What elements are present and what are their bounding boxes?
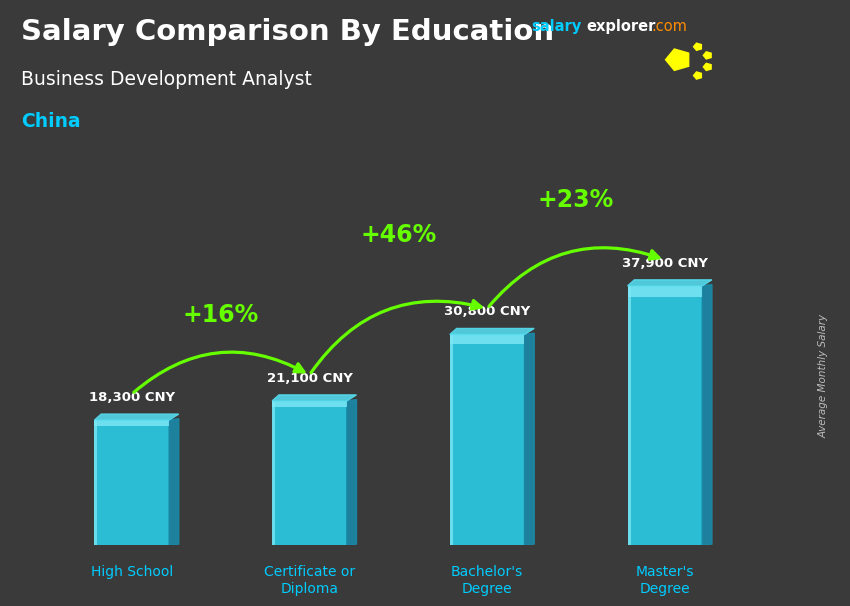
Polygon shape: [347, 399, 356, 545]
Bar: [450, 335, 453, 545]
Polygon shape: [450, 328, 534, 335]
Bar: [94, 420, 169, 545]
Text: Master's
Degree: Master's Degree: [636, 565, 694, 596]
Text: China: China: [21, 112, 81, 131]
Text: High School: High School: [91, 565, 173, 579]
Polygon shape: [169, 419, 178, 545]
Bar: [94, 420, 98, 545]
Text: +46%: +46%: [360, 223, 436, 247]
Polygon shape: [627, 280, 712, 286]
Text: 21,100 CNY: 21,100 CNY: [267, 372, 353, 385]
Polygon shape: [524, 333, 534, 545]
Text: Average Monthly Salary: Average Monthly Salary: [819, 314, 829, 438]
Text: .com: .com: [651, 19, 687, 35]
Bar: [272, 401, 347, 407]
Text: salary: salary: [531, 19, 581, 35]
Polygon shape: [702, 284, 712, 545]
FancyArrowPatch shape: [489, 248, 659, 307]
Text: +16%: +16%: [183, 303, 258, 327]
Bar: [450, 335, 524, 545]
Text: 18,300 CNY: 18,300 CNY: [88, 391, 175, 404]
Text: Salary Comparison By Education: Salary Comparison By Education: [21, 18, 554, 46]
Text: +23%: +23%: [538, 188, 615, 212]
Text: Bachelor's
Degree: Bachelor's Degree: [451, 565, 524, 596]
Text: Business Development Analyst: Business Development Analyst: [21, 70, 312, 88]
FancyArrowPatch shape: [133, 352, 303, 392]
Bar: [627, 286, 702, 545]
Bar: [450, 335, 524, 344]
Bar: [627, 286, 631, 545]
Text: Certificate or
Diploma: Certificate or Diploma: [264, 565, 355, 596]
Bar: [272, 401, 275, 545]
Text: explorer: explorer: [586, 19, 656, 35]
Bar: [627, 286, 702, 298]
Bar: [272, 401, 347, 545]
Text: 37,900 CNY: 37,900 CNY: [622, 257, 708, 270]
Text: 30,800 CNY: 30,800 CNY: [444, 305, 530, 319]
Polygon shape: [94, 414, 178, 420]
Bar: [94, 420, 169, 425]
Polygon shape: [272, 395, 356, 401]
FancyArrowPatch shape: [311, 301, 481, 373]
